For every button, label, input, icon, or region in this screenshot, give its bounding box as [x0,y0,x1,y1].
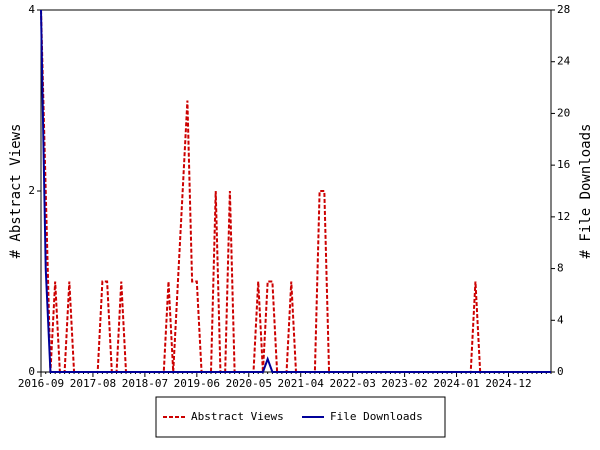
y2-tick-label: 20 [557,106,570,119]
x-tick-label: 2016-09 [18,377,64,390]
x-tick-label: 2023-02 [381,377,427,390]
y2-axis-label: # File Downloads [578,124,594,259]
legend [155,396,446,438]
y2-tick-label: 28 [557,3,570,16]
y2-tick-label: 8 [557,262,564,275]
y-tick-label: 4 [28,3,35,16]
x-tick-label: 2018-07 [122,377,168,390]
x-tick-label: 2022-03 [329,377,375,390]
x-tick-label: 2019-06 [174,377,220,390]
data-line [40,9,551,373]
y2-tick-label: 12 [557,210,570,223]
y-tick-label: 2 [28,184,35,197]
x-tick-label: 2024-12 [485,377,531,390]
y-axis-label: # Abstract Views [8,124,24,259]
y2-tick-label: 4 [557,313,564,326]
x-tick-label: 2024-01 [433,377,479,390]
x-tick-label: 2021-04 [278,377,325,390]
y2-tick-label: 0 [557,365,564,378]
data-line [40,9,551,373]
x-tick-label: 2017-08 [70,377,116,390]
legend-label: File Downloads [330,410,423,423]
y2-tick-label: 24 [557,55,571,68]
legend-label: Abstract Views [191,410,284,423]
y-tick-label: 0 [28,365,35,378]
x-tick-label: 2020-05 [226,377,272,390]
y2-tick-label: 16 [557,158,570,171]
